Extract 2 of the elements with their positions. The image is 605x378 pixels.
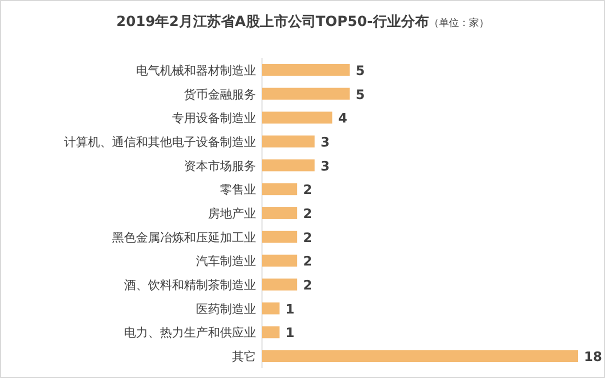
subtitle: （单位：家）: [428, 18, 489, 29]
title: 2019年2月江苏省A股上市公司TOP50-行业分布（单位：家）: [116, 14, 489, 30]
